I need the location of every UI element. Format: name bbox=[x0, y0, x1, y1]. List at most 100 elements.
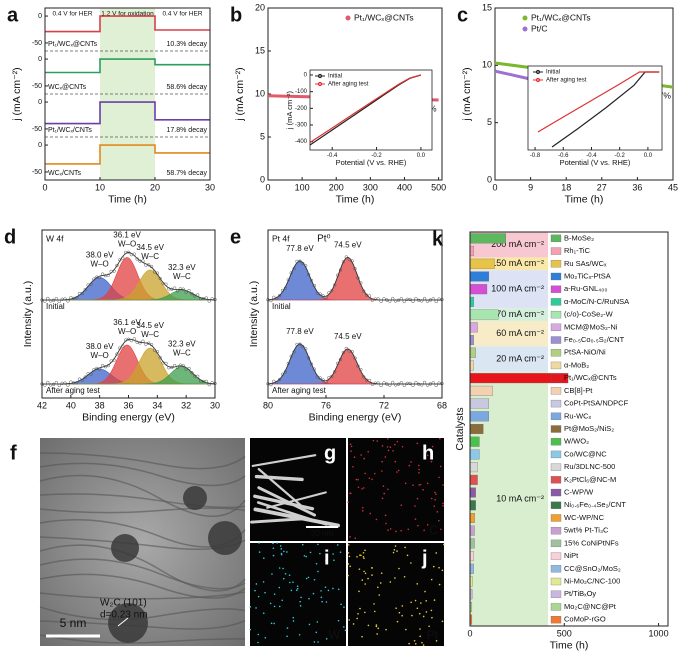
peak-label: 38.0 eV bbox=[86, 342, 114, 351]
element-signal bbox=[290, 589, 293, 592]
raw-data-point bbox=[43, 299, 47, 303]
bond-label: W–O bbox=[91, 260, 109, 269]
element-signal bbox=[403, 575, 406, 578]
bar bbox=[469, 296, 474, 307]
raw-data-point bbox=[98, 275, 102, 280]
raw-data-point bbox=[309, 362, 314, 366]
raw-data-point bbox=[391, 296, 395, 301]
raw-data-point bbox=[158, 276, 162, 281]
element-signal bbox=[332, 587, 334, 590]
element-signal bbox=[301, 543, 304, 546]
panel-letter: f bbox=[10, 442, 17, 464]
element-signal bbox=[438, 583, 441, 586]
y-tick-label: -400 bbox=[295, 139, 308, 145]
raw-data-point bbox=[112, 269, 116, 273]
raw-data-point bbox=[324, 295, 328, 300]
element-signal bbox=[380, 572, 383, 574]
nanoparticle bbox=[183, 486, 207, 510]
raw-data-point bbox=[431, 381, 435, 385]
element-signal bbox=[419, 635, 421, 638]
raw-data-point bbox=[379, 383, 383, 388]
raw-data-point bbox=[411, 383, 415, 388]
peak-label: 34.5 eV bbox=[136, 321, 164, 330]
raw-data-point bbox=[132, 252, 136, 256]
raw-data-point bbox=[411, 299, 415, 304]
legend-swatch bbox=[550, 450, 562, 459]
raw-data-point bbox=[382, 297, 386, 301]
raw-data-point bbox=[275, 380, 279, 385]
element-signal bbox=[371, 574, 373, 576]
x-axis-label: Potential (V vs. RHE) bbox=[560, 158, 631, 167]
legend-swatch bbox=[550, 234, 562, 243]
raw-data-point bbox=[54, 297, 59, 301]
raw-data-point bbox=[126, 250, 131, 254]
raw-data-point bbox=[350, 350, 354, 354]
current-density-label: 100 mA cm⁻² bbox=[491, 284, 544, 294]
element-signal bbox=[278, 567, 281, 569]
element-signal bbox=[400, 529, 402, 532]
y-tick-label: 0 bbox=[304, 73, 308, 79]
element-signal bbox=[349, 565, 352, 568]
x-tick-label: -0.8 bbox=[530, 153, 541, 159]
x-tick-label: 40 bbox=[66, 400, 76, 410]
x-axis-label: Time (h) bbox=[108, 194, 147, 206]
x-tick-label: -0.4 bbox=[586, 153, 597, 159]
y-tick-label: -100 bbox=[295, 89, 308, 95]
legend-label: K₂PtCl₆@NC-M bbox=[564, 475, 616, 484]
legend-swatch bbox=[550, 399, 562, 408]
raw-data-point bbox=[106, 273, 110, 277]
panel-letter: e bbox=[230, 226, 241, 248]
element-signal bbox=[336, 544, 339, 546]
y-axis-label: j (mA cm⁻²) bbox=[461, 67, 473, 121]
bar bbox=[469, 449, 480, 460]
legend-swatch bbox=[550, 603, 562, 611]
current-density-band bbox=[470, 346, 548, 372]
raw-data-point bbox=[283, 286, 288, 290]
x-tick-label: 200 bbox=[329, 182, 344, 192]
element-signal bbox=[362, 551, 365, 554]
raw-data-point bbox=[63, 381, 67, 385]
raw-data-point bbox=[152, 270, 157, 274]
element-signal bbox=[404, 546, 406, 549]
element-signal bbox=[416, 497, 419, 500]
y-tick-label: 0 bbox=[487, 174, 492, 184]
legend-swatch bbox=[550, 285, 562, 293]
raw-data-point bbox=[335, 361, 340, 366]
y-tick-label: 20 bbox=[255, 2, 265, 12]
raw-data-point bbox=[402, 383, 406, 388]
raw-data-point bbox=[422, 380, 427, 385]
legend-swatch bbox=[550, 298, 562, 306]
bar bbox=[469, 512, 475, 523]
raw-data-point bbox=[121, 256, 125, 260]
element-signal bbox=[284, 572, 287, 575]
element-signal bbox=[384, 456, 387, 458]
element-signal bbox=[356, 555, 358, 558]
x-tick-label: 34 bbox=[152, 400, 162, 410]
element-signal bbox=[325, 638, 328, 640]
raw-data-point bbox=[118, 258, 122, 262]
element-signal bbox=[332, 553, 334, 555]
element-signal bbox=[364, 611, 366, 614]
element-label: Pt bbox=[427, 628, 439, 642]
raw-data-point bbox=[399, 297, 404, 301]
raw-data-point bbox=[353, 266, 357, 271]
raw-data-point bbox=[172, 286, 177, 290]
bar bbox=[469, 411, 490, 422]
element-signal bbox=[254, 589, 256, 592]
raw-data-point bbox=[289, 354, 293, 358]
element-signal bbox=[296, 585, 299, 588]
raw-data-point bbox=[344, 346, 348, 351]
raw-data-point bbox=[321, 294, 325, 298]
element-signal bbox=[381, 470, 383, 472]
legend-label: CoMoP-rGO bbox=[564, 615, 606, 624]
raw-data-point bbox=[359, 281, 363, 285]
x-tick-label: -0.6 bbox=[558, 153, 569, 159]
x-tick-label: 32 bbox=[181, 400, 191, 410]
legend-label: (c/o)-CoSe₂-W bbox=[564, 310, 614, 319]
element-signal bbox=[401, 445, 404, 448]
element-signal bbox=[300, 596, 302, 599]
legend-label: Initial bbox=[328, 74, 342, 80]
legend-label: Mo₂C@NC@Pt bbox=[564, 602, 617, 611]
x-axis-label: Potential (V vs. RHE) bbox=[336, 158, 407, 167]
